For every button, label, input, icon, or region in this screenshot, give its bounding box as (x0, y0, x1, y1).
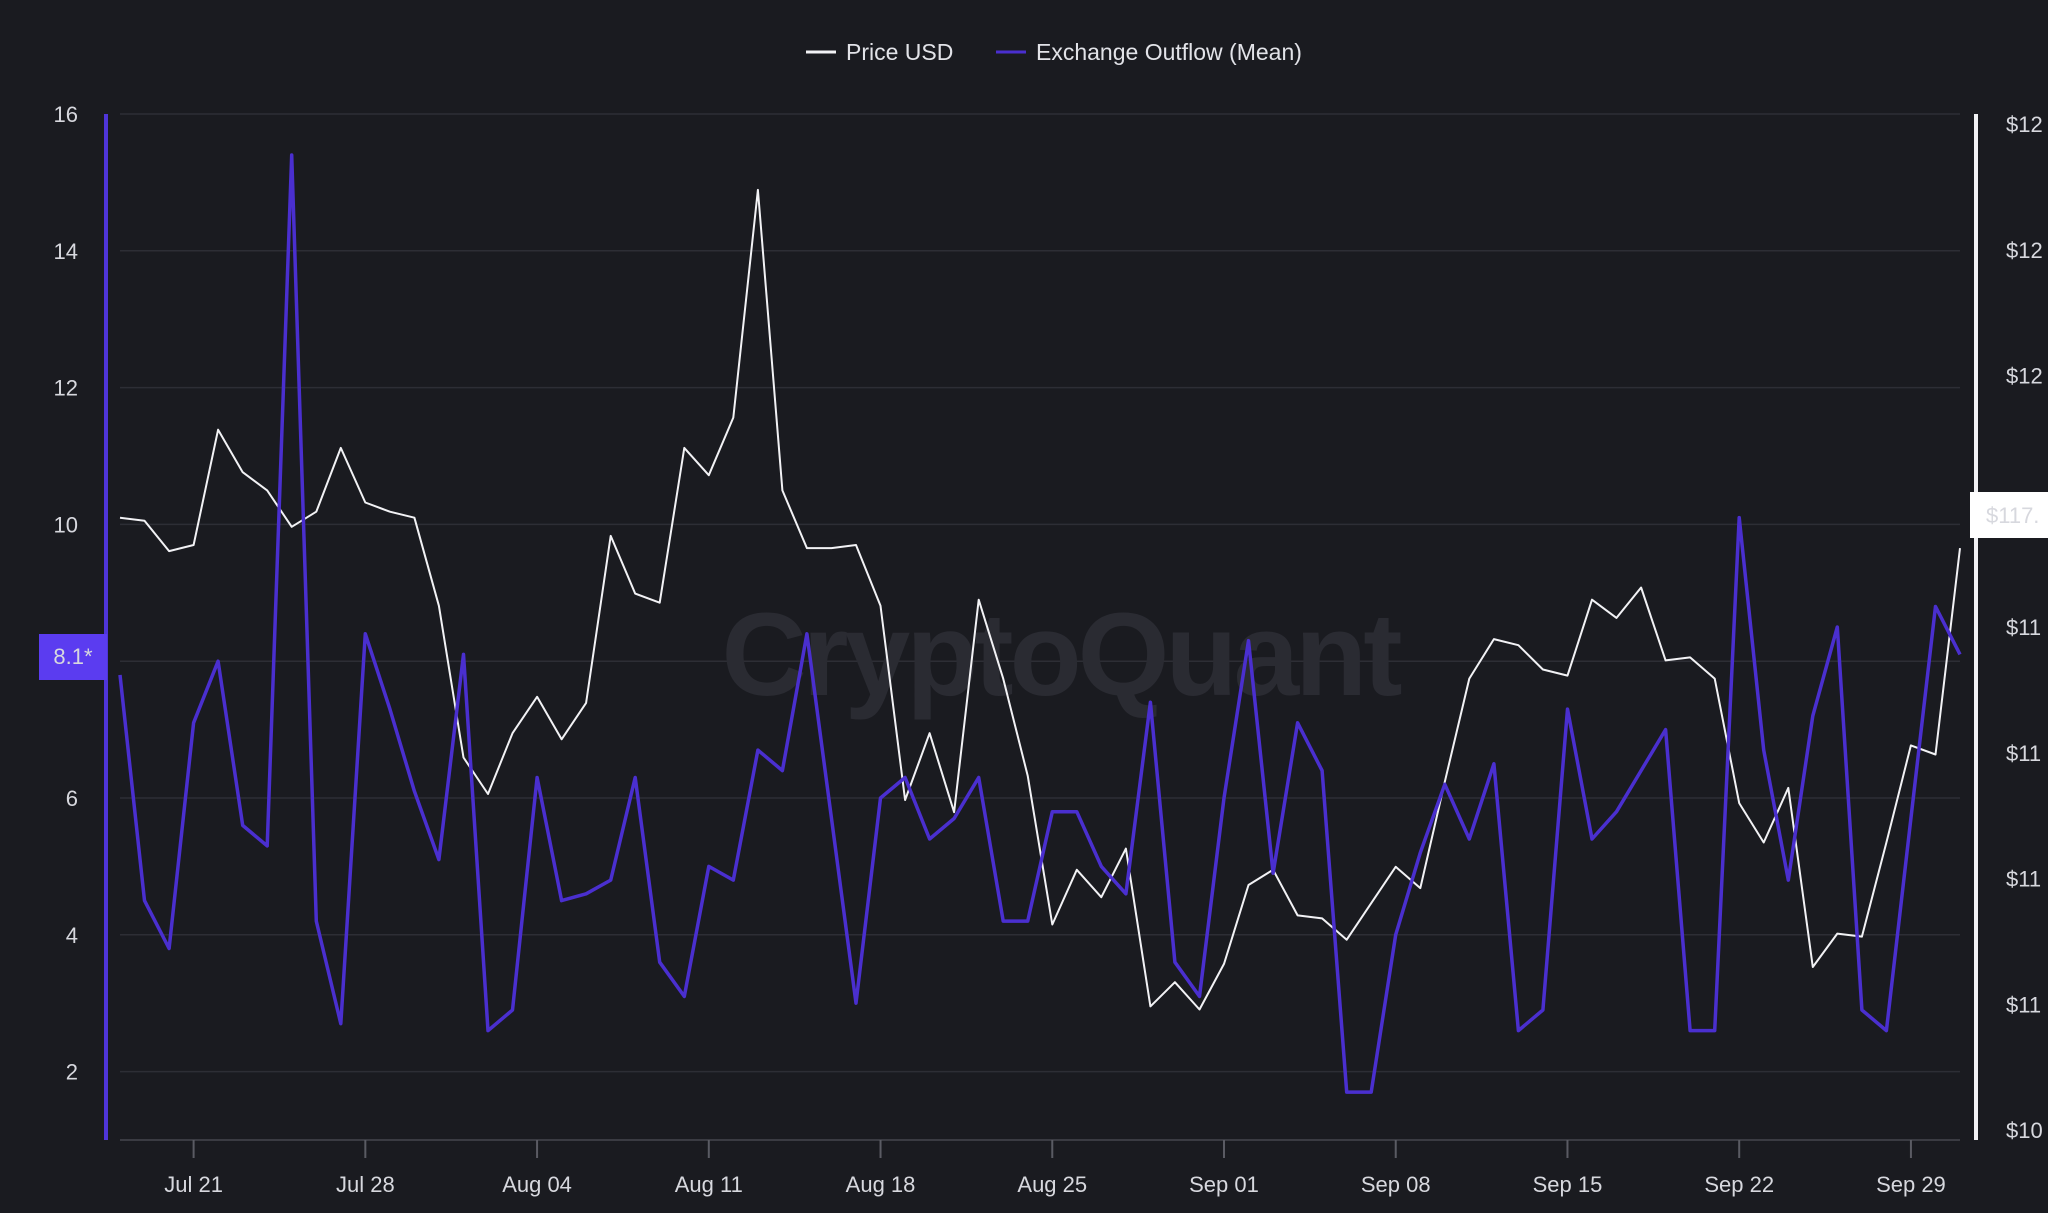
y-right-tick-label: $11 (2006, 867, 2041, 892)
y-left-tick-label: 4 (66, 923, 78, 948)
exchange-outflow-line (118, 153, 1962, 1094)
series-layer (118, 153, 1962, 1094)
y-right-tick-label: $12 (2006, 238, 2043, 263)
right-current-badge: $117. (1970, 492, 2048, 538)
y-right-tick-label: $12 (2006, 112, 2043, 137)
legend-outflow-label[interactable]: Exchange Outflow (Mean) (1036, 39, 1302, 65)
y-right-tick-label: $12 (2006, 364, 2043, 389)
y-left-tick-label: 10 (54, 512, 78, 537)
x-axis-ticks: Jul 21 Jul 28 Aug 04 Aug 11 Aug 18 Aug 25 Sep … (164, 1140, 1946, 1197)
y-left-tick-label: 14 (54, 239, 78, 264)
x-tick-label: Aug 11 (675, 1172, 743, 1197)
x-tick-label: Sep 22 (1704, 1172, 1774, 1197)
y-right-tick-label: $11 (2006, 992, 2041, 1017)
x-tick-label: Jul 28 (336, 1172, 395, 1197)
y-right-tick-label: $10 (2006, 1118, 2043, 1143)
y-right-tick-label: $11 (2006, 615, 2041, 640)
x-tick-label: Aug 04 (502, 1172, 572, 1197)
right-axis-ticks: $12$12$12$11$11$11$11$11$10 (2006, 112, 2043, 1143)
x-tick-label: Sep 15 (1533, 1172, 1603, 1197)
x-tick-label: Aug 25 (1017, 1172, 1087, 1197)
left-current-badge: 8.1* (39, 634, 107, 680)
left-current-badge-text: 8.1* (53, 644, 93, 669)
x-tick-label: Sep 08 (1361, 1172, 1431, 1197)
legend[interactable]: Price USD Exchange Outflow (Mean) (806, 39, 1302, 65)
y-left-tick-label: 2 (66, 1060, 78, 1085)
left-axis-ticks: 161412108642 (54, 102, 78, 1085)
left-current-badge-bg (39, 634, 107, 680)
x-tick-label: Sep 29 (1876, 1172, 1946, 1197)
right-current-badge-text: $117. (1986, 503, 2039, 528)
y-right-tick-label: $11 (2006, 741, 2041, 766)
y-left-tick-label: 12 (54, 376, 78, 401)
gridlines (120, 113, 1960, 1073)
legend-price-label[interactable]: Price USD (846, 39, 953, 65)
price-usd-line (119, 188, 1961, 1011)
y-left-tick-label: 6 (66, 786, 78, 811)
x-tick-label: Aug 18 (846, 1172, 916, 1197)
x-tick-label: Jul 21 (164, 1172, 223, 1197)
y-left-tick-label: 16 (54, 102, 78, 127)
x-tick-label: Sep 01 (1189, 1172, 1259, 1197)
watermark: CryptoQuant (721, 589, 1401, 721)
right-current-badge-bg (1970, 492, 2048, 538)
